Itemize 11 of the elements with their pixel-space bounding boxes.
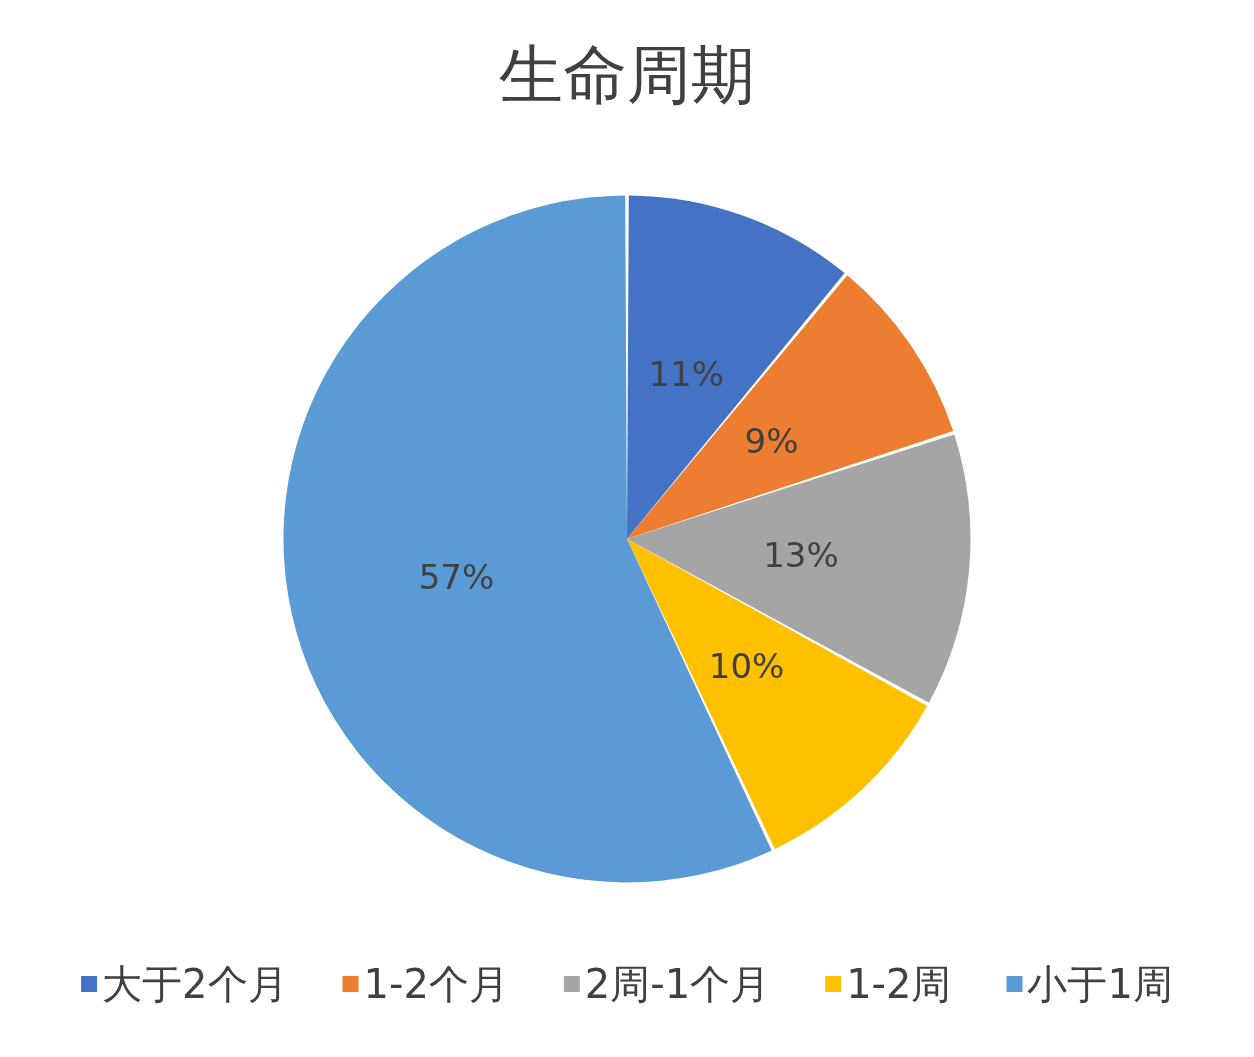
legend-label: 1-2个月 <box>363 961 509 1007</box>
data-label: 10% <box>708 646 785 687</box>
data-label: 11% <box>648 354 724 395</box>
data-label: 57% <box>418 557 495 598</box>
data-label: 13% <box>763 535 839 576</box>
legend-label: 1-2周 <box>846 961 952 1007</box>
legend-label: 2周-1个月 <box>584 961 771 1007</box>
legend-label: 小于1周 <box>1027 961 1173 1007</box>
chart-title: 生命周期 <box>499 38 755 112</box>
legend-label: 大于2个月 <box>102 961 288 1007</box>
data-label: 9% <box>744 420 799 461</box>
